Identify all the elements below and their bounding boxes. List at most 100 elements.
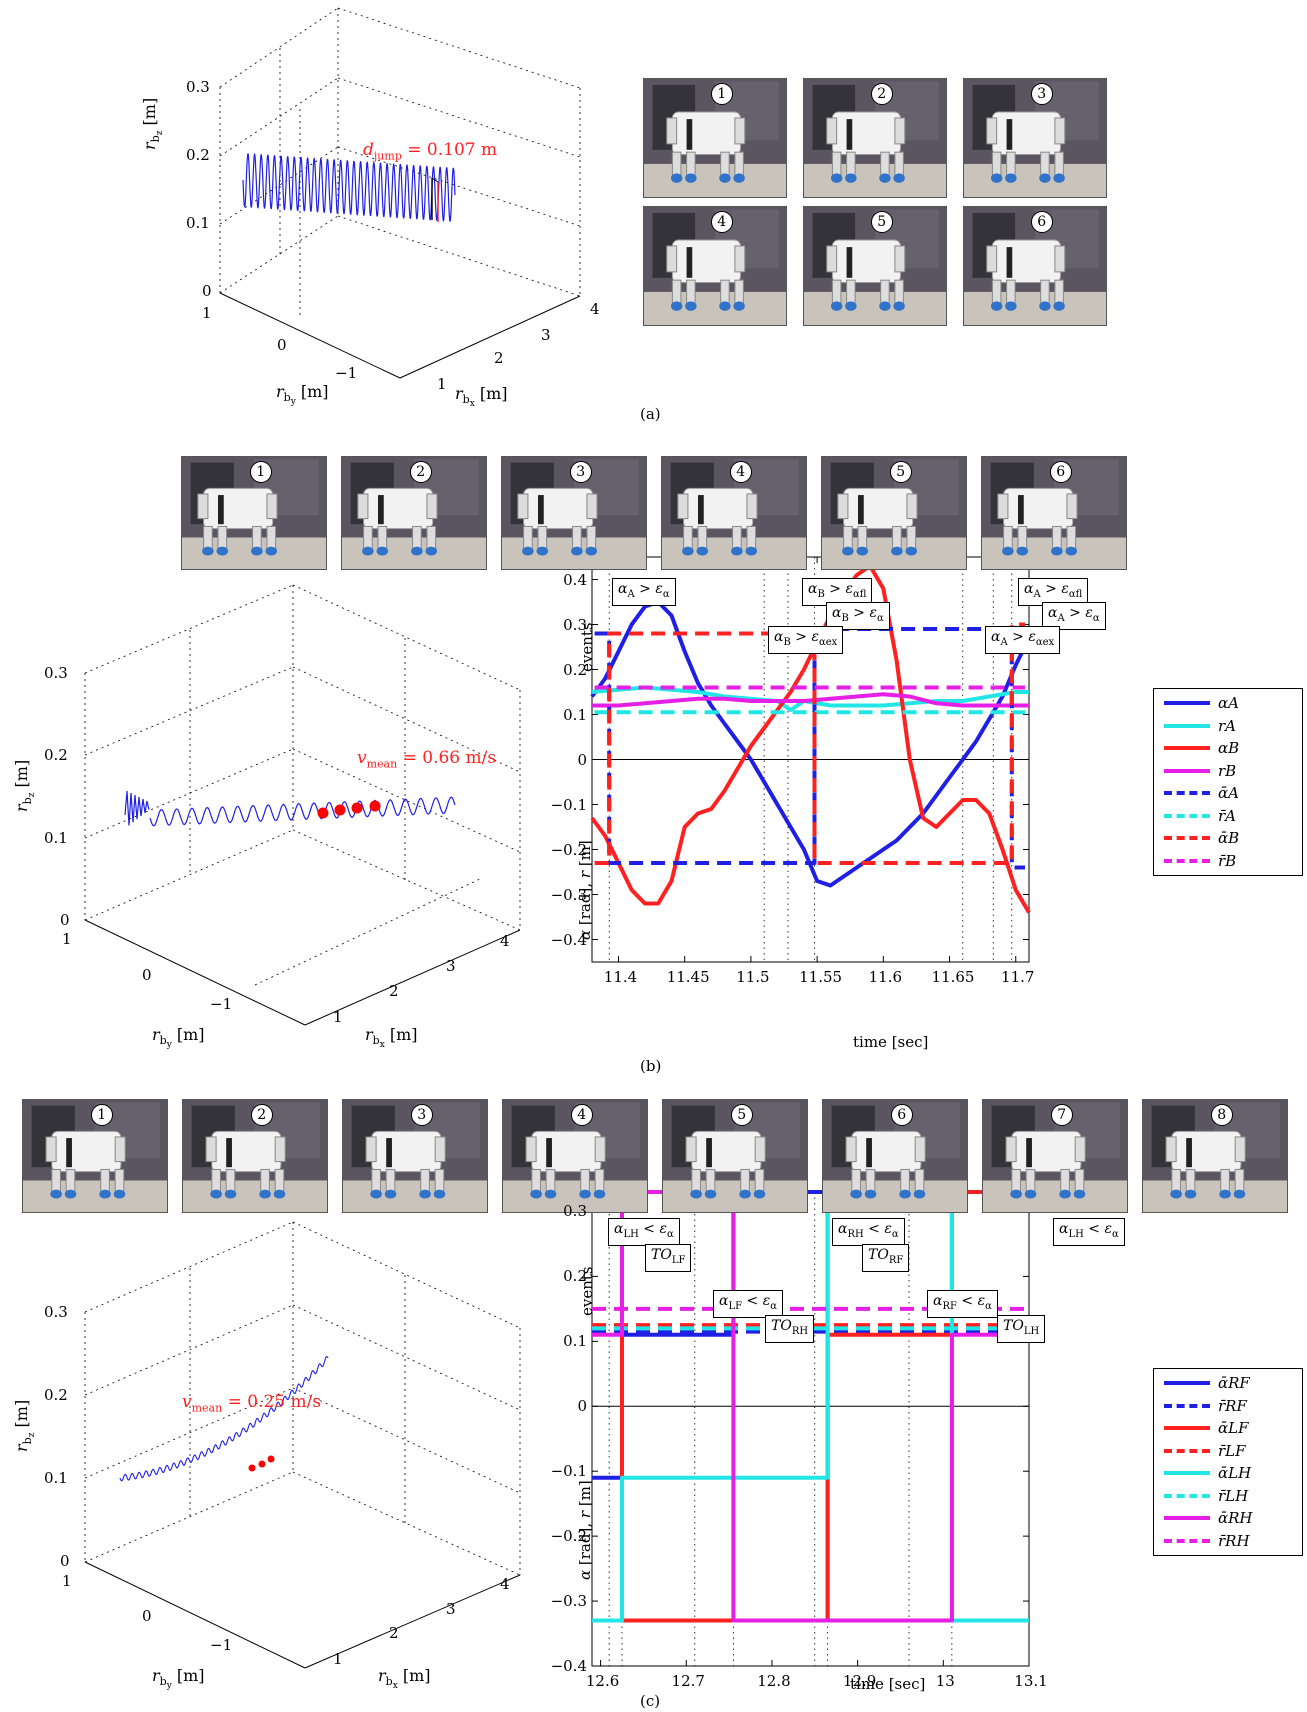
event-label: αA > εαfl <box>1018 578 1089 606</box>
robot-scene <box>983 1100 1127 1212</box>
series-ᾱRH <box>592 1190 1029 1623</box>
c-z-tick-0.3: 0.3 <box>44 1303 68 1321</box>
y-tick-label: 0.4 <box>563 570 587 589</box>
b-x-tick-2: 2 <box>389 982 399 1000</box>
x-tick-label: 13.1 <box>1014 1672 1048 1690</box>
panel-b-time-chart <box>590 556 1031 963</box>
b-step-marker <box>351 802 363 814</box>
c-step-marker <box>267 1455 275 1463</box>
panel-c-caption: (c) <box>640 1692 661 1710</box>
snapshot-number: 2 <box>409 461 432 483</box>
x-tick-label: 12.9 <box>842 1672 877 1690</box>
y-tick-label: 0 <box>577 1397 587 1416</box>
legend-swatch <box>1164 1516 1210 1521</box>
b-vmean-annotation: vmean = 0.66 m/s <box>357 748 497 771</box>
event-label: αB > εαfl <box>802 578 873 606</box>
legend-entry: ᾱB <box>1154 827 1302 850</box>
b-events-label: events <box>578 622 596 672</box>
snapshot-number: 3 <box>569 461 592 483</box>
a-x-tick-4: 4 <box>590 300 600 318</box>
c-x-tick-2: 2 <box>389 1624 399 1642</box>
b-y-label: α [rad], r [m] <box>576 840 594 940</box>
y-tick-label: −0.2 <box>550 1527 587 1546</box>
x-tick-label: 11.55 <box>799 968 843 986</box>
legend-label: ᾱRH <box>1218 1509 1253 1528</box>
robot-scene <box>1143 1100 1287 1212</box>
legend-entry: r̄LF <box>1154 1440 1302 1463</box>
x-tick-label: 12.7 <box>671 1672 705 1690</box>
legend-entry: r̄RH <box>1154 1530 1302 1553</box>
legend-label: ᾱLH <box>1218 1464 1252 1483</box>
a-y-tick-1: 1 <box>202 304 212 322</box>
snapshot-frame: 1 <box>181 456 327 570</box>
legend-swatch <box>1164 1493 1210 1498</box>
event-label: αLH < εα <box>1053 1218 1125 1246</box>
legend-swatch <box>1164 858 1210 863</box>
legend-swatch <box>1164 1381 1210 1386</box>
legend-swatch <box>1164 1538 1210 1543</box>
legend-entry: r̄RF <box>1154 1395 1302 1418</box>
panel-b-3d-plot <box>84 584 521 1026</box>
snapshot-number: 5 <box>730 1104 753 1126</box>
snapshot-number: 1 <box>710 83 733 105</box>
series-ᾱB <box>594 622 1025 865</box>
event-label: TORF <box>862 1244 910 1272</box>
legend-swatch <box>1164 836 1210 841</box>
panel-a-caption: (a) <box>640 405 661 423</box>
y-tick-label: −0.4 <box>550 1657 587 1675</box>
y-tick-label: 0.2 <box>563 1267 587 1286</box>
snapshot-number: 4 <box>710 211 733 233</box>
panel-a-trajectory <box>242 153 456 222</box>
snapshot-number: 3 <box>1030 83 1053 105</box>
legend-label: r̄B <box>1218 851 1237 870</box>
event-label: αRF < εα <box>927 1290 998 1318</box>
y-tick-label: 0.1 <box>563 1332 587 1351</box>
y-tick-label: 0.3 <box>563 1202 587 1221</box>
snapshot-frame: 1 <box>22 1099 168 1213</box>
event-label: αB > εα <box>826 602 890 630</box>
a-x-tick-1: 1 <box>437 375 447 393</box>
c-x-label: time [sec] <box>850 1675 926 1693</box>
legend-entry: αA <box>1154 692 1302 715</box>
c-y-label: α [rad], r [m] <box>576 1480 594 1580</box>
series-ᾱA <box>594 627 1025 870</box>
x-tick-label: 11.4 <box>603 968 638 986</box>
snapshot-frame: 3 <box>342 1099 488 1213</box>
event-label: αB > εαex <box>768 626 844 654</box>
legend-swatch <box>1164 813 1210 818</box>
legend-label: r̄RF <box>1218 1396 1247 1415</box>
snapshot-number: 3 <box>410 1104 433 1126</box>
snapshot-frame: 2 <box>803 78 947 198</box>
snapshot-frame: 7 <box>982 1099 1128 1213</box>
b-x-label: time [sec] <box>853 1033 929 1051</box>
c-vmean-annotation: vmean = 0.25 m/s <box>182 1392 322 1415</box>
legend-entry: ᾱLH <box>1154 1462 1302 1485</box>
event-label: TOLF <box>645 1244 692 1272</box>
a-z-tick-0.1: 0.1 <box>186 214 210 232</box>
c-y-tick-1: 1 <box>62 1572 72 1590</box>
snapshot-number: 6 <box>890 1104 913 1126</box>
x-tick-label: 13 <box>935 1672 955 1690</box>
c-x-tick-4: 4 <box>500 1575 510 1593</box>
legend-swatch <box>1164 701 1210 706</box>
snapshot-frame: 1 <box>643 78 787 198</box>
snapshot-number: 4 <box>570 1104 593 1126</box>
c-y-axis-label: rby [m] <box>152 1666 205 1692</box>
snapshot-frame: 2 <box>341 456 487 570</box>
snapshot-frame: 3 <box>963 78 1107 198</box>
x-tick-label: 11.45 <box>666 968 710 986</box>
a-z-tick-0.2: 0.2 <box>186 146 210 164</box>
a-z-tick-0: 0 <box>202 282 212 300</box>
y-tick-label: −0.1 <box>550 1462 587 1481</box>
b-step-marker <box>317 807 329 819</box>
event-label: αRH < εα <box>832 1218 905 1246</box>
snapshot-frame: 4 <box>502 1099 648 1213</box>
x-tick-label: 12.8 <box>757 1672 791 1690</box>
snapshot-frame: 4 <box>661 456 807 570</box>
y-tick-label: 0.2 <box>563 660 587 679</box>
y-tick-label: −0.2 <box>550 840 587 859</box>
b-y-axis-label: rby [m] <box>152 1025 205 1051</box>
robot-scene <box>662 457 806 569</box>
b-z-tick-0.3: 0.3 <box>44 664 68 682</box>
event-label: αA > εα <box>1042 602 1106 630</box>
